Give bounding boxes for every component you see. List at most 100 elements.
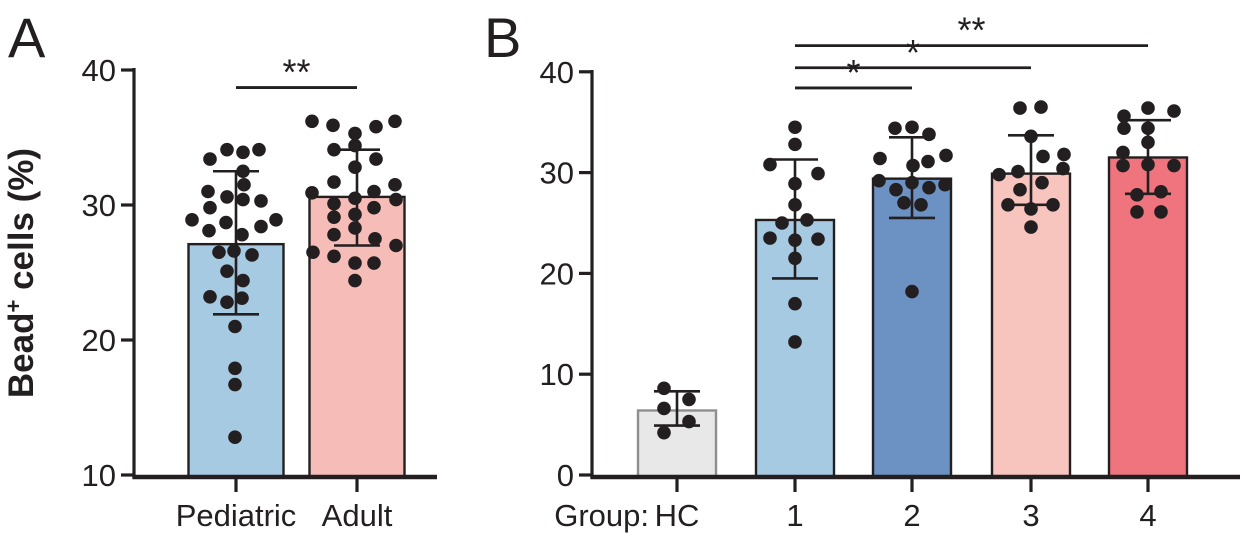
data-point-adult — [305, 114, 319, 129]
data-point-adult — [327, 175, 341, 189]
bar-2 — [871, 177, 953, 479]
data-point-2 — [906, 158, 920, 173]
data-point-4 — [1116, 158, 1130, 173]
data-point-pediatric — [237, 177, 251, 192]
data-point-adult — [327, 142, 341, 157]
bar-4 — [1107, 156, 1189, 479]
data-point-adult — [369, 119, 383, 134]
error-bar-pediatric — [213, 169, 259, 316]
data-point-2 — [889, 182, 903, 197]
data-point-adult — [369, 152, 383, 166]
data-point-pediatric — [254, 219, 268, 234]
y-axis-title: Bead+ cells (%) — [1, 148, 41, 398]
data-point-adult — [348, 126, 362, 141]
y-tick-label: 20 — [82, 323, 116, 358]
data-point-adult — [367, 256, 381, 270]
data-point-4 — [1141, 101, 1155, 115]
data-point-pediatric — [236, 192, 250, 207]
data-point-pediatric — [202, 223, 216, 238]
data-point-pediatric — [236, 273, 250, 288]
data-point-1 — [775, 216, 789, 230]
data-point-pediatric — [203, 200, 217, 215]
data-point-3 — [1013, 101, 1027, 115]
x-category-label-hc: HC — [655, 498, 700, 533]
data-point-adult — [348, 207, 362, 222]
data-point-1 — [788, 233, 802, 247]
x-category-label-1: 1 — [786, 498, 803, 533]
data-point-1 — [811, 166, 825, 181]
x-category-label-adult: Adult — [322, 498, 393, 533]
data-point-1 — [788, 251, 802, 266]
data-point-3 — [1024, 129, 1038, 144]
x-category-label-pediatric: Pediatric — [176, 498, 297, 533]
data-point-hc — [657, 401, 671, 416]
data-point-pediatric — [236, 145, 250, 160]
data-point-pediatric — [220, 190, 234, 204]
x-axis-prefix-label: Group: — [554, 498, 649, 533]
data-point-adult — [389, 192, 403, 207]
data-point-4 — [1141, 157, 1155, 172]
data-point-3 — [1001, 198, 1015, 212]
y-tick-label: 30 — [82, 188, 116, 223]
data-point-3 — [992, 167, 1006, 182]
significance-pediatric-vs-adult: ** — [236, 52, 357, 93]
data-point-3 — [1024, 220, 1038, 234]
data-point-2 — [922, 127, 936, 142]
significance-1-vs-2: * — [795, 52, 912, 93]
data-point-1 — [763, 231, 777, 245]
significance-1-vs-4: ** — [795, 10, 1148, 51]
significance-label: ** — [957, 10, 985, 51]
data-point-3 — [1024, 202, 1038, 216]
bar-3 — [990, 172, 1072, 479]
data-point-2 — [922, 180, 936, 195]
data-point-2 — [914, 198, 928, 212]
x-category-label-3: 3 — [1022, 498, 1039, 533]
data-point-pediatric — [220, 264, 234, 278]
y-tick-label: 30 — [540, 156, 574, 191]
data-point-1 — [763, 157, 777, 172]
data-point-adult — [367, 184, 381, 199]
data-point-4 — [1117, 109, 1131, 123]
data-point-4 — [1141, 121, 1155, 136]
data-point-3 — [1034, 100, 1048, 114]
data-point-adult — [327, 227, 341, 242]
data-point-3 — [1056, 161, 1070, 176]
data-point-3 — [1011, 164, 1025, 179]
data-point-pediatric — [228, 361, 242, 376]
y-tick-label: 0 — [557, 458, 574, 493]
data-point-4 — [1130, 187, 1144, 202]
data-point-2 — [939, 148, 953, 163]
data-point-hc — [657, 381, 671, 396]
x-category-label-4: 4 — [1139, 498, 1156, 533]
y-tick-label: 40 — [540, 55, 574, 90]
data-point-pediatric — [235, 227, 249, 242]
data-point-adult — [326, 118, 340, 133]
data-point-1 — [788, 176, 802, 191]
data-point-pediatric — [212, 245, 226, 260]
data-point-2 — [888, 121, 902, 136]
data-point-pediatric — [203, 152, 217, 166]
data-point-2 — [905, 120, 919, 135]
data-point-adult — [388, 177, 402, 192]
data-point-1 — [788, 296, 802, 311]
panel-label-b: B — [484, 6, 521, 69]
data-point-adult — [389, 238, 403, 253]
data-point-adult — [348, 273, 362, 288]
data-point-pediatric — [201, 184, 215, 199]
data-point-adult — [327, 210, 341, 224]
significance-label: ** — [282, 52, 310, 93]
y-tick-label: 20 — [540, 256, 574, 291]
data-point-pediatric — [252, 142, 266, 157]
data-point-adult — [348, 191, 362, 206]
data-point-adult — [305, 186, 319, 200]
data-point-pediatric — [220, 295, 234, 310]
data-point-1 — [788, 120, 802, 135]
data-point-pediatric — [185, 213, 199, 227]
data-point-adult — [367, 200, 381, 215]
data-point-3 — [1057, 147, 1071, 162]
data-point-4 — [1141, 135, 1155, 150]
data-point-2 — [873, 151, 887, 166]
data-point-1 — [788, 335, 802, 349]
data-point-1 — [811, 232, 825, 246]
